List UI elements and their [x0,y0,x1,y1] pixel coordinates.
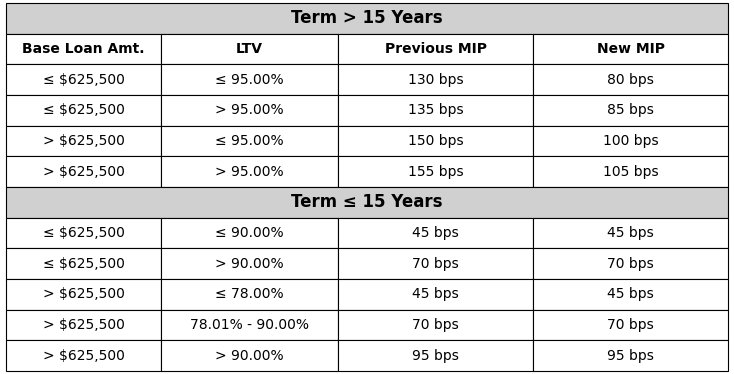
Bar [6,95,161,126]
Bar [6,3,728,34]
Bar [533,218,728,248]
Text: 95 bps: 95 bps [607,349,654,363]
Text: ≤ $625,500: ≤ $625,500 [43,73,125,87]
Bar [161,64,338,95]
Text: ≤ $625,500: ≤ $625,500 [43,103,125,117]
Text: > $625,500: > $625,500 [43,318,125,332]
Text: ≤ 95.00%: ≤ 95.00% [215,134,284,148]
Bar [6,340,161,371]
Bar [161,156,338,187]
Bar [533,95,728,126]
Text: 150 bps: 150 bps [408,134,463,148]
Text: ≤ 95.00%: ≤ 95.00% [215,73,284,87]
Text: > $625,500: > $625,500 [43,349,125,363]
Bar [6,279,161,310]
Bar [338,279,533,310]
Text: 95 bps: 95 bps [413,349,459,363]
Text: New MIP: New MIP [597,42,664,56]
Text: ≤ $625,500: ≤ $625,500 [43,226,125,240]
Text: 45 bps: 45 bps [413,287,459,301]
Bar [161,310,338,340]
Bar [338,218,533,248]
Bar [533,34,728,64]
Bar [6,156,161,187]
Bar [161,218,338,248]
Text: LTV: LTV [236,42,263,56]
Bar [533,248,728,279]
Text: 45 bps: 45 bps [607,287,654,301]
Bar [6,310,161,340]
Text: > $625,500: > $625,500 [43,165,125,179]
Text: 45 bps: 45 bps [413,226,459,240]
Text: > 90.00%: > 90.00% [215,257,284,271]
Text: 155 bps: 155 bps [408,165,463,179]
Bar [161,34,338,64]
Text: 70 bps: 70 bps [413,257,459,271]
Text: Term > 15 Years: Term > 15 Years [291,9,443,27]
Bar [338,126,533,156]
Bar [338,340,533,371]
Bar [161,95,338,126]
Bar [533,64,728,95]
Bar [6,187,728,218]
Text: 130 bps: 130 bps [408,73,463,87]
Text: Term ≤ 15 Years: Term ≤ 15 Years [291,193,443,211]
Bar [161,126,338,156]
Text: 80 bps: 80 bps [607,73,654,87]
Bar [338,34,533,64]
Bar [533,279,728,310]
Text: 135 bps: 135 bps [408,103,463,117]
Text: 45 bps: 45 bps [607,226,654,240]
Text: ≤ $625,500: ≤ $625,500 [43,257,125,271]
Bar [161,340,338,371]
Bar [6,248,161,279]
Bar [6,34,161,64]
Text: 70 bps: 70 bps [607,257,654,271]
Text: 105 bps: 105 bps [603,165,658,179]
Bar [338,64,533,95]
Text: ≤ 90.00%: ≤ 90.00% [215,226,284,240]
Text: ≤ 78.00%: ≤ 78.00% [215,287,284,301]
Text: > $625,500: > $625,500 [43,134,125,148]
Text: 100 bps: 100 bps [603,134,658,148]
Bar [6,64,161,95]
Text: > 95.00%: > 95.00% [215,103,284,117]
Text: > 95.00%: > 95.00% [215,165,284,179]
Text: 70 bps: 70 bps [413,318,459,332]
Bar [533,310,728,340]
Text: Base Loan Amt.: Base Loan Amt. [22,42,145,56]
Text: 70 bps: 70 bps [607,318,654,332]
Bar [533,340,728,371]
Bar [533,156,728,187]
Bar [338,310,533,340]
Text: > $625,500: > $625,500 [43,287,125,301]
Bar [161,248,338,279]
Bar [338,156,533,187]
Text: 85 bps: 85 bps [607,103,654,117]
Text: Previous MIP: Previous MIP [385,42,487,56]
Text: > 90.00%: > 90.00% [215,349,284,363]
Bar [161,279,338,310]
Text: 78.01% - 90.00%: 78.01% - 90.00% [190,318,309,332]
Bar [338,248,533,279]
Bar [6,218,161,248]
Bar [338,95,533,126]
Bar [6,126,161,156]
Bar [533,126,728,156]
